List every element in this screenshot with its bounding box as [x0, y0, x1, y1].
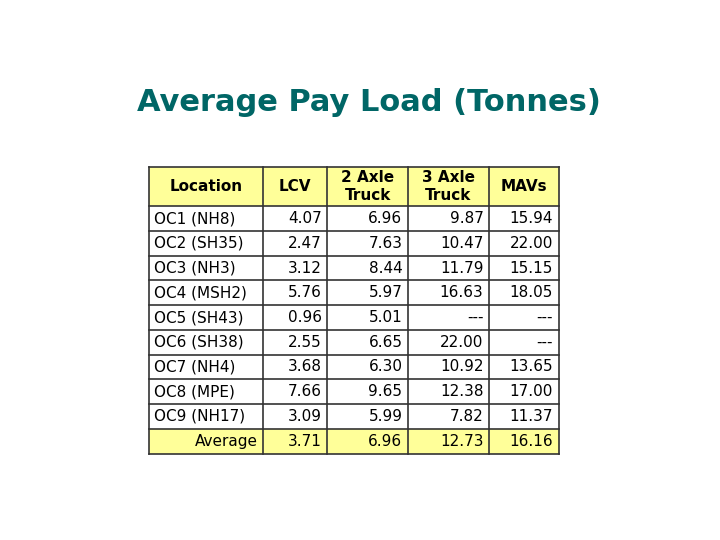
Text: 6.96: 6.96 [369, 211, 402, 226]
Text: 15.15: 15.15 [510, 260, 553, 275]
Text: 2.55: 2.55 [288, 335, 322, 350]
Text: 11.79: 11.79 [440, 260, 483, 275]
Text: 6.96: 6.96 [369, 434, 402, 449]
Text: 6.65: 6.65 [369, 335, 402, 350]
Text: 3.68: 3.68 [287, 360, 322, 374]
Text: 18.05: 18.05 [510, 285, 553, 300]
Text: 13.65: 13.65 [510, 360, 553, 374]
Text: 9.87: 9.87 [449, 211, 483, 226]
Text: Average: Average [194, 434, 258, 449]
Text: 4.07: 4.07 [288, 211, 322, 226]
Text: OC7 (NH4): OC7 (NH4) [154, 360, 235, 374]
Text: OC8 (MPE): OC8 (MPE) [154, 384, 235, 399]
FancyBboxPatch shape [148, 380, 559, 404]
Text: 5.01: 5.01 [369, 310, 402, 325]
Text: OC5 (SH43): OC5 (SH43) [154, 310, 243, 325]
Text: OC6 (SH38): OC6 (SH38) [154, 335, 244, 350]
Text: 10.92: 10.92 [440, 360, 483, 374]
Text: 5.76: 5.76 [288, 285, 322, 300]
Text: 8.44: 8.44 [369, 260, 402, 275]
Text: 7.63: 7.63 [369, 236, 402, 251]
Text: 5.97: 5.97 [369, 285, 402, 300]
Text: OC9 (NH17): OC9 (NH17) [154, 409, 246, 424]
FancyBboxPatch shape [148, 206, 559, 231]
Text: 2.47: 2.47 [288, 236, 322, 251]
Text: OC4 (MSH2): OC4 (MSH2) [154, 285, 247, 300]
Text: OC2 (SH35): OC2 (SH35) [154, 236, 243, 251]
Text: 6.30: 6.30 [369, 360, 402, 374]
FancyBboxPatch shape [148, 231, 559, 255]
Text: 15.94: 15.94 [510, 211, 553, 226]
Text: 10.47: 10.47 [440, 236, 483, 251]
Text: 3.71: 3.71 [288, 434, 322, 449]
FancyBboxPatch shape [148, 167, 559, 206]
Text: LCV: LCV [279, 179, 311, 194]
Text: 16.16: 16.16 [510, 434, 553, 449]
Text: Location: Location [169, 179, 243, 194]
Text: 0.96: 0.96 [287, 310, 322, 325]
Text: 5.99: 5.99 [369, 409, 402, 424]
Text: 7.66: 7.66 [287, 384, 322, 399]
Text: ---: --- [536, 310, 553, 325]
Text: 12.73: 12.73 [440, 434, 483, 449]
Text: 22.00: 22.00 [440, 335, 483, 350]
Text: 3 Axle
Truck: 3 Axle Truck [422, 170, 475, 202]
FancyBboxPatch shape [148, 305, 559, 330]
Text: 22.00: 22.00 [510, 236, 553, 251]
Text: MAVs: MAVs [500, 179, 547, 194]
Text: 9.65: 9.65 [369, 384, 402, 399]
Text: ---: --- [467, 310, 483, 325]
FancyBboxPatch shape [148, 429, 559, 454]
Text: 3.09: 3.09 [287, 409, 322, 424]
Text: 16.63: 16.63 [440, 285, 483, 300]
FancyBboxPatch shape [148, 255, 559, 280]
Text: 7.82: 7.82 [449, 409, 483, 424]
Text: ---: --- [536, 335, 553, 350]
Text: Average Pay Load (Tonnes): Average Pay Load (Tonnes) [137, 87, 601, 117]
FancyBboxPatch shape [148, 404, 559, 429]
Text: 17.00: 17.00 [510, 384, 553, 399]
Text: 2 Axle
Truck: 2 Axle Truck [341, 170, 394, 202]
Text: 12.38: 12.38 [440, 384, 483, 399]
FancyBboxPatch shape [148, 280, 559, 305]
FancyBboxPatch shape [148, 330, 559, 355]
Text: OC3 (NH3): OC3 (NH3) [154, 260, 235, 275]
FancyBboxPatch shape [148, 355, 559, 380]
Text: 11.37: 11.37 [510, 409, 553, 424]
Text: OC1 (NH8): OC1 (NH8) [154, 211, 235, 226]
Text: 3.12: 3.12 [288, 260, 322, 275]
